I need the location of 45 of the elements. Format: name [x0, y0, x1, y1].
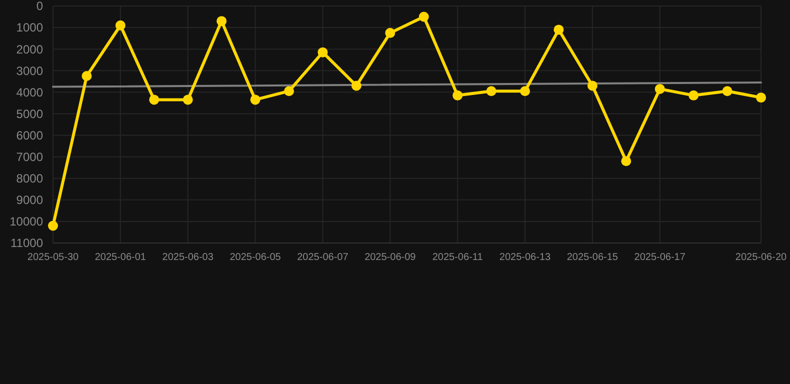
y-tick-label: 3000 [16, 64, 44, 78]
y-tick-label: 7000 [16, 150, 44, 164]
point [385, 28, 396, 38]
point [284, 86, 294, 96]
point [520, 86, 530, 96]
point [722, 86, 732, 96]
x-tick-label: 2025-06-03 [162, 252, 214, 263]
y-tick-label: 6000 [16, 128, 44, 142]
x-tick-label: 2025-05-30 [27, 252, 80, 263]
point [82, 71, 92, 82]
point [654, 84, 665, 94]
x-tick-label: 2025-06-13 [499, 252, 552, 263]
point [48, 220, 58, 231]
point [351, 80, 362, 91]
x-tick-label: 2025-06-20 [735, 252, 788, 263]
point [452, 90, 463, 100]
point [115, 20, 126, 30]
y-tick-label: 2000 [16, 42, 44, 56]
x-tick-label: 2025-06-01 [94, 252, 146, 263]
y-tick-label: 1000 [16, 20, 44, 35]
y-tick-label: 8000 [16, 172, 44, 186]
point [756, 92, 766, 103]
point [486, 86, 496, 96]
y-tick-label: 11000 [10, 236, 44, 250]
x-tick-label: 2025-06-07 [297, 252, 349, 263]
x-tick-label: 2025-06-05 [230, 252, 282, 263]
point [418, 12, 429, 22]
x-tick-label: 2025-06-11 [432, 252, 484, 263]
x-tick-label: 2025-06-15 [566, 252, 618, 263]
point [587, 80, 598, 91]
x-tick-label: 2025-06-17 [634, 252, 686, 263]
y-tick-label: 5000 [16, 106, 44, 121]
point [688, 90, 699, 100]
y-tick-label: 0 [36, 0, 44, 14]
point [621, 156, 632, 166]
point [250, 94, 260, 105]
point [149, 94, 160, 105]
y-tick-label: 10000 [10, 214, 44, 229]
y-tick-label: 4000 [16, 85, 44, 100]
point [318, 47, 328, 58]
point [554, 24, 564, 35]
x-tick-label: 2025-06-09 [364, 252, 416, 263]
point [182, 94, 193, 105]
point [216, 16, 227, 26]
y-tick-label: 9000 [16, 193, 44, 208]
